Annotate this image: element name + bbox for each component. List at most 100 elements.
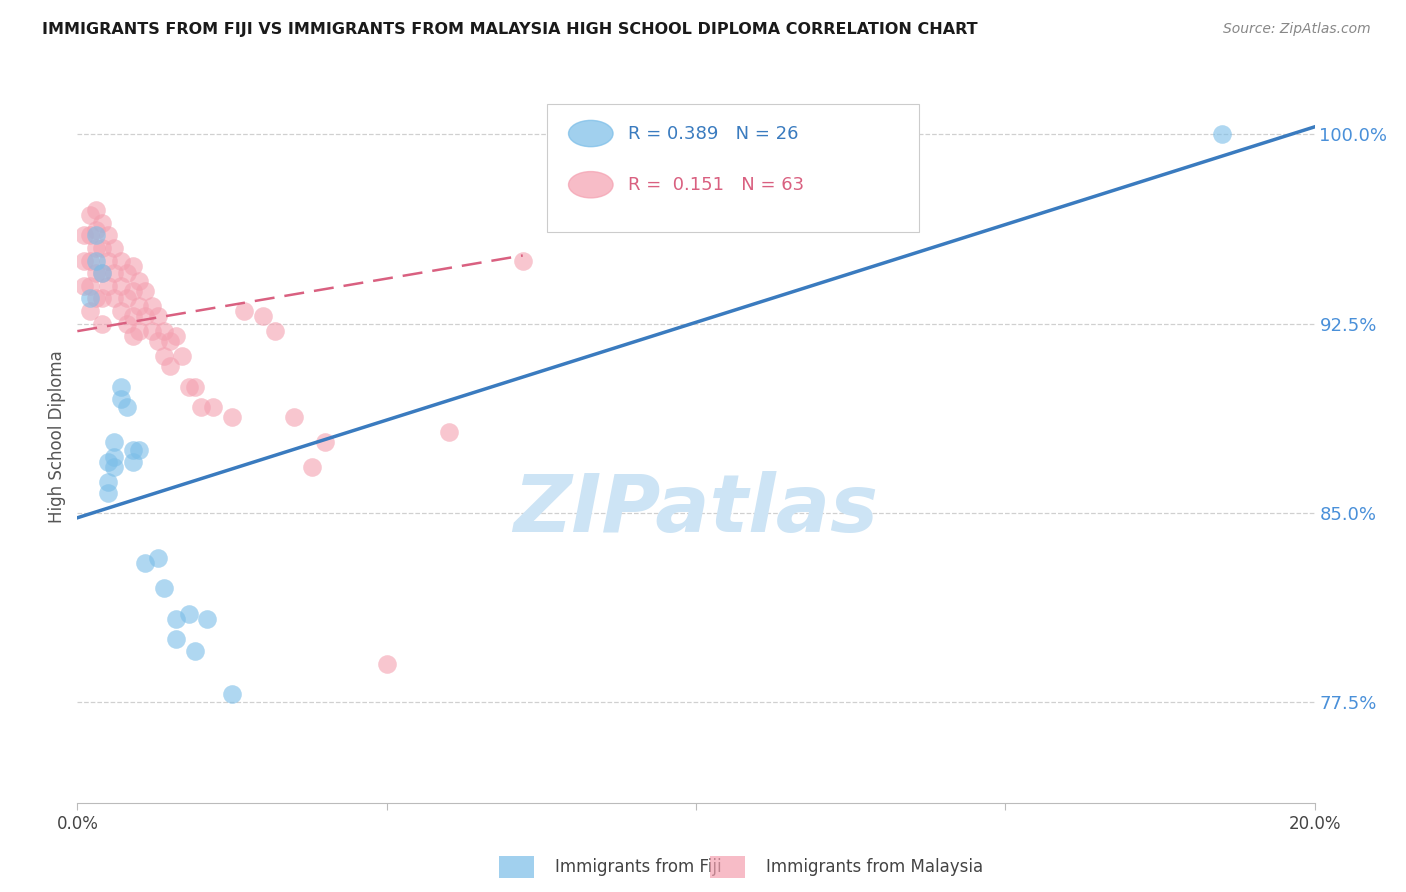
Point [134, 309, 156, 323]
Point [79, 278, 101, 293]
Point [103, 460, 125, 475]
Point [72, 228, 94, 243]
Point [97, 485, 120, 500]
Point [115, 400, 138, 414]
Point [159, 359, 181, 374]
Point [202, 400, 225, 414]
Point [233, 304, 256, 318]
Text: Source: ZipAtlas.com: Source: ZipAtlas.com [1223, 22, 1371, 37]
Point [91, 241, 114, 255]
Point [110, 379, 132, 393]
Point [84, 223, 107, 237]
Text: Immigrants from Malaysia: Immigrants from Malaysia [766, 858, 983, 876]
Point [115, 317, 138, 331]
Point [512, 253, 534, 268]
Point [91, 291, 114, 305]
Point [153, 582, 176, 596]
Point [122, 329, 145, 343]
Point [375, 657, 398, 671]
Point [141, 299, 163, 313]
Point [91, 317, 114, 331]
Point [165, 329, 187, 343]
Point [153, 350, 176, 364]
Point [84, 291, 107, 305]
Point [221, 687, 243, 701]
Point [79, 253, 101, 268]
Point [314, 435, 336, 450]
Point [84, 266, 107, 280]
Point [103, 291, 125, 305]
Point [184, 644, 207, 658]
Point [190, 400, 212, 414]
Point [177, 607, 200, 621]
Point [195, 612, 218, 626]
Point [122, 284, 145, 298]
Point [153, 324, 176, 338]
Point [437, 425, 460, 439]
Point [146, 334, 169, 349]
Point [128, 442, 150, 457]
Text: ZIPatlas: ZIPatlas [513, 471, 879, 549]
Point [103, 435, 125, 450]
Point [84, 253, 107, 268]
Point [122, 455, 145, 469]
Point [110, 392, 132, 407]
Point [110, 278, 132, 293]
Point [97, 475, 120, 490]
Point [146, 551, 169, 566]
Point [91, 266, 114, 280]
Point [165, 632, 187, 646]
Point [110, 253, 132, 268]
Point [110, 304, 132, 318]
Point [84, 228, 107, 243]
Point [103, 241, 125, 255]
Point [172, 350, 194, 364]
Point [128, 324, 150, 338]
Point [252, 309, 274, 323]
Circle shape [568, 171, 613, 198]
Point [103, 266, 125, 280]
Point [165, 612, 187, 626]
Point [122, 442, 145, 457]
Point [79, 291, 101, 305]
Point [134, 556, 156, 570]
Text: R =  0.151   N = 63: R = 0.151 N = 63 [628, 176, 804, 194]
Point [134, 284, 156, 298]
Point [72, 253, 94, 268]
Bar [547, 104, 918, 232]
Y-axis label: High School Diploma: High School Diploma [48, 351, 66, 524]
Point [1211, 128, 1233, 142]
Point [97, 228, 120, 243]
Point [177, 379, 200, 393]
Point [128, 299, 150, 313]
Point [221, 409, 243, 424]
Point [141, 324, 163, 338]
Point [91, 216, 114, 230]
Point [301, 460, 323, 475]
Point [79, 304, 101, 318]
Point [115, 291, 138, 305]
Point [84, 203, 107, 218]
Point [264, 324, 287, 338]
Text: Immigrants from Fiji: Immigrants from Fiji [555, 858, 723, 876]
Point [97, 278, 120, 293]
Point [184, 379, 207, 393]
Point [115, 266, 138, 280]
Point [79, 228, 101, 243]
Point [122, 309, 145, 323]
Point [103, 450, 125, 465]
Point [128, 274, 150, 288]
Point [91, 266, 114, 280]
Point [159, 334, 181, 349]
Point [283, 409, 305, 424]
Point [146, 309, 169, 323]
Circle shape [568, 120, 613, 146]
Text: R = 0.389   N = 26: R = 0.389 N = 26 [628, 125, 799, 143]
Point [79, 208, 101, 222]
Point [97, 253, 120, 268]
Point [72, 278, 94, 293]
Text: IMMIGRANTS FROM FIJI VS IMMIGRANTS FROM MALAYSIA HIGH SCHOOL DIPLOMA CORRELATION: IMMIGRANTS FROM FIJI VS IMMIGRANTS FROM … [42, 22, 977, 37]
Point [122, 259, 145, 273]
Point [84, 241, 107, 255]
Point [97, 455, 120, 469]
